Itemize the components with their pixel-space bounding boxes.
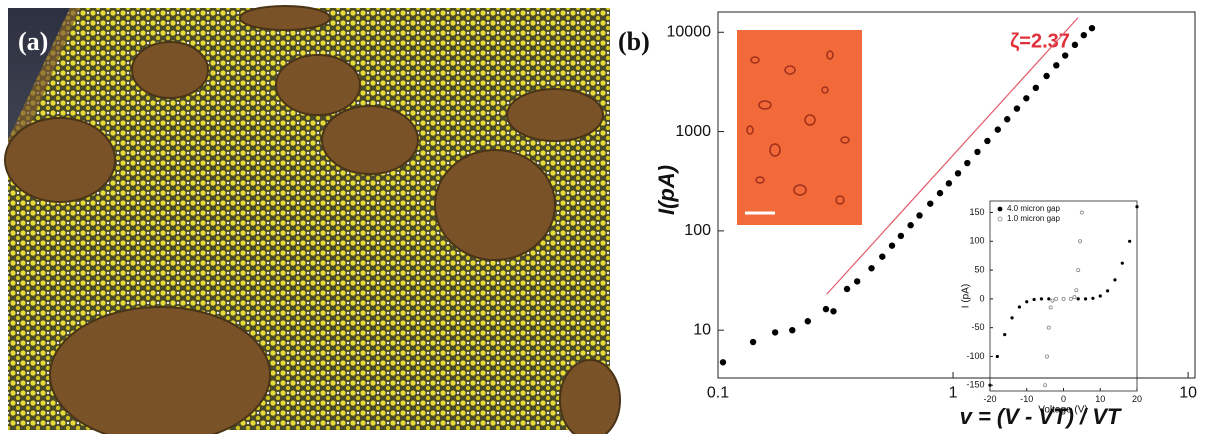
data-point (868, 265, 875, 272)
data-point (1113, 278, 1117, 282)
data-point (1072, 295, 1077, 300)
data-point (1076, 297, 1080, 301)
y-tick-label: 10000 (667, 23, 712, 40)
data-point (1010, 316, 1014, 320)
data-point (1080, 31, 1088, 39)
data-point (1017, 305, 1022, 309)
y-axis-label: I (pA) (961, 284, 972, 308)
data-point (843, 285, 851, 293)
data-point (1032, 84, 1040, 92)
y-tick-label: 10 (693, 321, 711, 338)
data-point (879, 253, 886, 260)
x-tick-label: 10 (1095, 394, 1105, 404)
data-point (1054, 296, 1059, 301)
data-point (964, 159, 971, 167)
data-point (1078, 239, 1083, 244)
y-tick-label: 0 (979, 293, 984, 303)
data-point (1039, 297, 1044, 301)
data-point (749, 338, 757, 346)
data-point (1053, 62, 1060, 69)
data-point (888, 242, 896, 249)
data-point (853, 278, 861, 285)
data-point (1046, 325, 1051, 330)
data-point (936, 189, 944, 197)
data-point (907, 222, 914, 229)
data-point (1098, 294, 1102, 298)
data-point (1071, 41, 1079, 49)
fit-line (826, 17, 1079, 295)
y-tick-label: 50 (974, 264, 984, 274)
legend-marker (997, 216, 1003, 222)
legend-label: 4.0 micron gap (1007, 204, 1060, 213)
data-point (771, 329, 779, 336)
data-point (1128, 239, 1132, 243)
data-point (988, 383, 992, 387)
x-tick-label: 0 (1061, 394, 1066, 404)
data-point (994, 126, 1001, 133)
data-point (1088, 24, 1096, 32)
x-tick-label: -10 (1020, 394, 1033, 404)
afm-inset-image (737, 30, 862, 225)
data-point (1061, 296, 1066, 301)
x-tick-label: 20 (1132, 394, 1142, 404)
panel-label: (b) (618, 27, 650, 56)
data-point (1079, 210, 1084, 215)
data-point (897, 232, 905, 240)
y-tick-label: 100 (684, 222, 711, 239)
annotation: ζ=2.37 (1010, 30, 1070, 52)
data-point (1083, 297, 1088, 301)
panel-a-image (4, 5, 621, 434)
data-point (1003, 332, 1007, 337)
data-point (804, 318, 811, 325)
data-point (927, 200, 934, 207)
x-tick-label: -20 (983, 394, 996, 404)
data-point (1025, 300, 1029, 304)
data-point (789, 326, 796, 334)
data-point (1023, 95, 1030, 102)
data-point (1050, 298, 1055, 303)
data-point (822, 305, 830, 313)
data-point (1032, 297, 1036, 302)
x-axis-label: Voltage (V) (1038, 405, 1087, 416)
data-point (719, 359, 727, 366)
data-point (995, 354, 999, 359)
data-point (1013, 105, 1021, 112)
data-point (1068, 296, 1073, 301)
x-tick-label: 1 (949, 384, 958, 401)
y-axis-label: I(pA) (654, 165, 679, 215)
data-point (1135, 205, 1139, 209)
y-tick-label: -150 (966, 380, 984, 390)
data-point (1091, 296, 1095, 300)
data-point (1074, 288, 1079, 293)
data-point (1043, 72, 1050, 80)
data-point (1120, 261, 1124, 265)
data-point (1048, 305, 1053, 310)
x-tick-label: 10 (1179, 384, 1197, 401)
data-point (945, 180, 953, 187)
plot-frame (717, 11, 1196, 379)
data-point (1043, 383, 1048, 388)
legend-label: 1.0 micron gap (1007, 214, 1060, 223)
x-axis-label: v = (V - VT) / VT (960, 404, 1122, 429)
data-point (916, 212, 923, 219)
data-point (984, 137, 991, 145)
legend-marker (997, 206, 1003, 212)
y-tick-label: 1000 (675, 123, 711, 140)
data-point (954, 170, 962, 177)
data-point (1047, 297, 1051, 301)
y-tick-label: 150 (969, 207, 984, 217)
data-point (1044, 354, 1049, 359)
data-point (1061, 52, 1069, 59)
data-point (1106, 289, 1110, 293)
y-tick-label: 100 (969, 236, 984, 246)
x-tick-label: 0.1 (707, 384, 729, 401)
data-point (1076, 268, 1081, 273)
data-point (1004, 116, 1011, 123)
panel-label: (a) (18, 27, 48, 56)
y-tick-label: -50 (971, 322, 984, 332)
data-point (830, 308, 837, 315)
data-point (974, 148, 981, 156)
y-tick-label: -100 (966, 351, 984, 361)
